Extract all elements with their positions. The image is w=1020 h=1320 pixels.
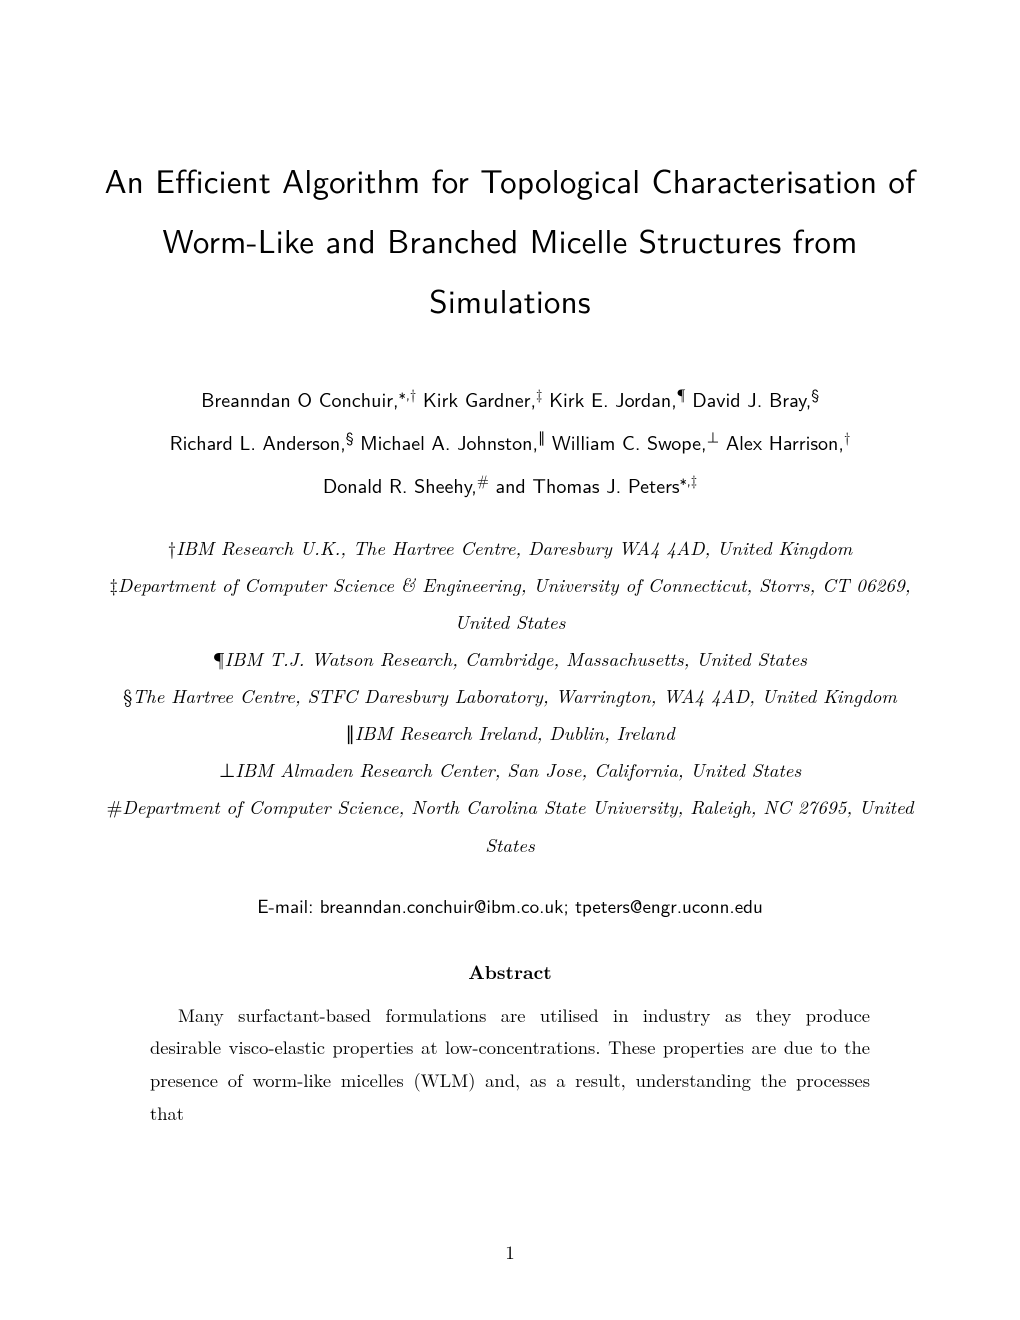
affiliation: ¶IBM T.J. Watson Research, Cambridge, Ma… [95,640,925,677]
author-line: Breanndan O Conchuir,∗,† Kirk Gardner,‡ … [95,378,925,421]
email-addresses: breanndan.conchuir@ibm.co.uk; tpeters@en… [320,891,763,919]
author-line: Richard L. Anderson,§ Michael A. Johnsto… [95,421,925,464]
affiliation: ⊥IBM Almaden Research Center, San Jose, … [95,751,925,788]
corresponding-email: E-mail: breanndan.conchuir@ibm.co.uk; tp… [95,891,925,919]
affiliation: ∥IBM Research Ireland, Dublin, Ireland [95,714,925,751]
paper-title: An Efficient Algorithm for Topological C… [95,150,925,330]
abstract-heading: Abstract [95,957,925,985]
affiliation: §The Hartree Centre, STFC Daresbury Labo… [95,677,925,714]
affiliation: ‡Department of Computer Science & Engine… [95,566,925,640]
affiliations-list: †IBM Research U.K., The Hartree Centre, … [95,529,925,862]
affiliation: †IBM Research U.K., The Hartree Centre, … [95,529,925,566]
affiliation: #Department of Computer Science, North C… [95,788,925,862]
abstract-body: Many surfactant-based formulations are u… [150,999,870,1131]
paper-page: An Efficient Algorithm for Topological C… [0,0,1020,1320]
author-line: Donald R. Sheehy,# and Thomas J. Peters∗… [95,464,925,507]
email-label: E-mail: [257,891,320,919]
author-list: Breanndan O Conchuir,∗,† Kirk Gardner,‡ … [95,378,925,507]
page-number: 1 [0,1238,1020,1265]
